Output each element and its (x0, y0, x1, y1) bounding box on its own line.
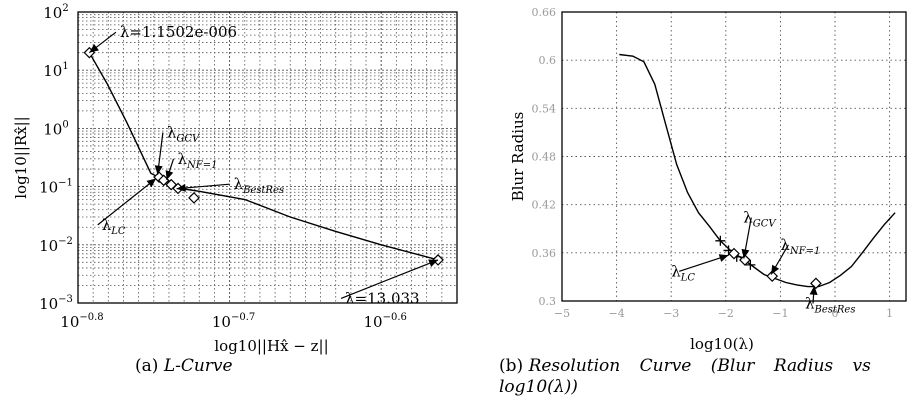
annotation-arrow-a-shaft (340, 259, 439, 299)
marker-a-diamond (188, 192, 200, 204)
annotation-label-a: λ=1.1502e-006 (120, 23, 237, 41)
x-tick-label-b: −4 (608, 307, 624, 320)
y-tick-label-b: 0.66 (532, 6, 557, 19)
annotation-label-b: λNF=1 (780, 236, 820, 257)
x-tick-label-b: 1 (886, 307, 893, 320)
annotation-label-b: λGCV (743, 209, 777, 230)
y-tick-label-a: 10−1 (39, 178, 73, 197)
y-tick-label-a: 101 (43, 61, 68, 80)
y-tick-label-b: 0.36 (532, 247, 557, 260)
annotation-arrow-a-head (154, 165, 163, 175)
plot-b-frame (561, 11, 907, 302)
annotation-arrow-b-head (741, 248, 750, 259)
marker-b-plus (715, 235, 726, 246)
x-tick-label-a: 10−0.8 (60, 312, 103, 331)
y-tick-label-b: 0.3 (539, 295, 557, 308)
y-axis-label-b: Blur Radius (509, 112, 527, 202)
series-line-a (88, 52, 439, 261)
y-tick-label-b: 0.42 (532, 199, 557, 212)
y-tick-label-b: 0.54 (532, 102, 557, 115)
marker-b-diamond (728, 247, 740, 260)
annotation-label-a: λGCV (167, 124, 201, 145)
y-tick-label-b: 0.6 (539, 54, 557, 67)
caption-b-line2: log10(λ)) (499, 377, 578, 397)
annotation-label-a: λLC (102, 216, 126, 237)
annotation-arrow-a-head (428, 259, 439, 267)
annotation-arrow-b-head (771, 264, 780, 275)
y-axis-label-a: log10||Rx̂|| (12, 116, 30, 199)
caption-a-label: (a) (135, 356, 159, 376)
annotation-arrow-a-shaft (97, 177, 157, 226)
annotation-arrow-b-head (718, 254, 729, 262)
marker-b-diamond (766, 270, 779, 282)
marker-b-plus (745, 259, 756, 270)
annotation-arrow-a-head (89, 44, 99, 53)
x-tick-label-a: 10−0.6 (364, 312, 407, 331)
annotation-arrow-b-head (809, 285, 818, 296)
x-axis-label-b: log10(λ) (690, 335, 754, 353)
annotation-arrow-a-head (176, 183, 186, 192)
y-tick-label-a: 10−3 (39, 294, 73, 313)
x-tick-label-b: 0 (832, 307, 839, 320)
plot-a-frame (77, 11, 458, 304)
annotation-label-b: λLC (671, 262, 695, 283)
x-tick-label-b: −1 (772, 307, 788, 320)
marker-b-diamond (810, 277, 822, 290)
annotation-label-a: λNF=1 (178, 150, 218, 171)
x-tick-label-a: 10−0.7 (212, 312, 255, 331)
y-tick-label-b: 0.48 (532, 151, 557, 164)
y-tick-label-a: 10−2 (39, 236, 73, 255)
annotation-arrow-a-head (146, 178, 157, 188)
annotation-label-a: λBestRes (234, 175, 285, 196)
caption-a: (a) L-Curve (135, 356, 233, 376)
x-tick-label-b: −5 (554, 307, 570, 320)
series-line-b (619, 53, 896, 288)
caption-b: (b) Resolution Curve (Blur Radius vs (499, 356, 919, 376)
y-tick-label-a: 102 (43, 3, 68, 22)
annotation-arrow-a-head (165, 170, 174, 180)
x-axis-label-a: log10||Hx̂ − z|| (214, 337, 328, 355)
x-tick-label-b: −3 (663, 307, 679, 320)
y-tick-label-a: 100 (43, 119, 68, 138)
annotation-label-b: λBestRes (805, 294, 856, 315)
caption-b-line1: Resolution Curve (Blur Radius vs (528, 356, 871, 376)
caption-a-text: L-Curve (163, 356, 233, 376)
caption-b-label: (b) (499, 356, 524, 376)
marker-b-diamond (739, 254, 751, 266)
annotation-label-a: λ=13.033 (345, 289, 420, 307)
x-tick-label-b: −2 (718, 307, 734, 320)
